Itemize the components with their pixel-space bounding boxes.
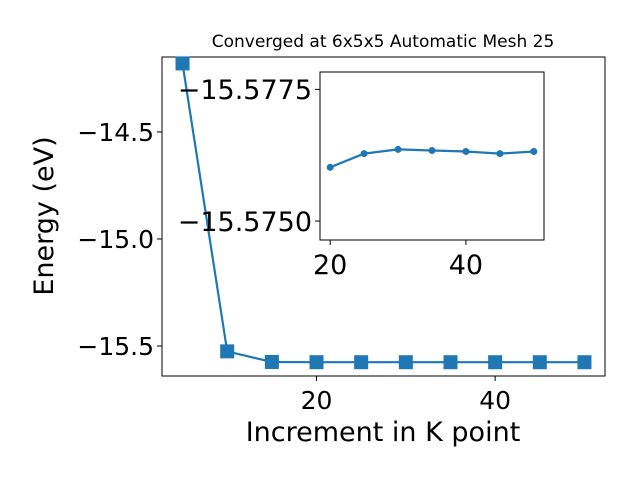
main-plot-frame xyxy=(161,56,606,377)
chart-title: Converged at 6x5x5 Automatic Mesh 25 xyxy=(212,32,555,52)
main-data-point xyxy=(175,56,190,71)
main-data-point xyxy=(309,355,324,370)
inset-data-point xyxy=(530,148,538,156)
main-data-point xyxy=(532,355,547,370)
main-y-tick-label: −15.0 xyxy=(77,225,154,254)
main-data-point xyxy=(398,355,413,370)
main-data-point xyxy=(220,344,235,359)
main-y-tick-label: −15.5 xyxy=(77,332,154,361)
inset-data-point xyxy=(394,145,402,153)
inset-data-point xyxy=(462,148,470,156)
inset-data-point xyxy=(428,146,436,154)
inset-x-tick-label: 40 xyxy=(449,250,483,281)
main-data-point xyxy=(488,355,503,370)
inset-plot-frame xyxy=(319,71,545,241)
inset-data-point xyxy=(326,163,334,171)
inset-y-ticks: −15.5775 −15.5750 xyxy=(178,75,320,238)
inset-x-tick-label: 20 xyxy=(313,250,347,281)
main-y-ticks: −15.5 −15.0 −14.5 xyxy=(77,118,162,361)
inset-chart: 20 40 −15.5775−15.5750 xyxy=(178,71,545,281)
x-axis-label: Increment in K point xyxy=(246,417,521,448)
main-data-point xyxy=(264,354,279,369)
inset-x-ticks: 20 40 xyxy=(313,240,483,281)
main-y-tick-label: −14.5 xyxy=(77,118,154,147)
main-series xyxy=(175,56,592,370)
inset-y-tick-label: −15.5775 xyxy=(178,75,312,106)
main-chart: Converged at 6x5x5 Automatic Mesh 25 20 4… xyxy=(29,32,606,448)
main-data-point xyxy=(354,355,369,370)
inset-data-point xyxy=(360,150,368,158)
main-x-ticks: 20 40 xyxy=(301,376,511,415)
main-x-tick-label: 40 xyxy=(479,386,511,415)
inset-data-point xyxy=(496,150,504,158)
inset-series xyxy=(326,145,538,171)
main-x-tick-label: 20 xyxy=(301,386,333,415)
main-data-point xyxy=(443,355,458,370)
main-data-point xyxy=(577,355,592,370)
y-axis-label: Energy (eV) xyxy=(29,136,60,295)
main-series-line xyxy=(181,63,585,364)
inset-y-tick-label: −15.5750 xyxy=(178,207,312,238)
